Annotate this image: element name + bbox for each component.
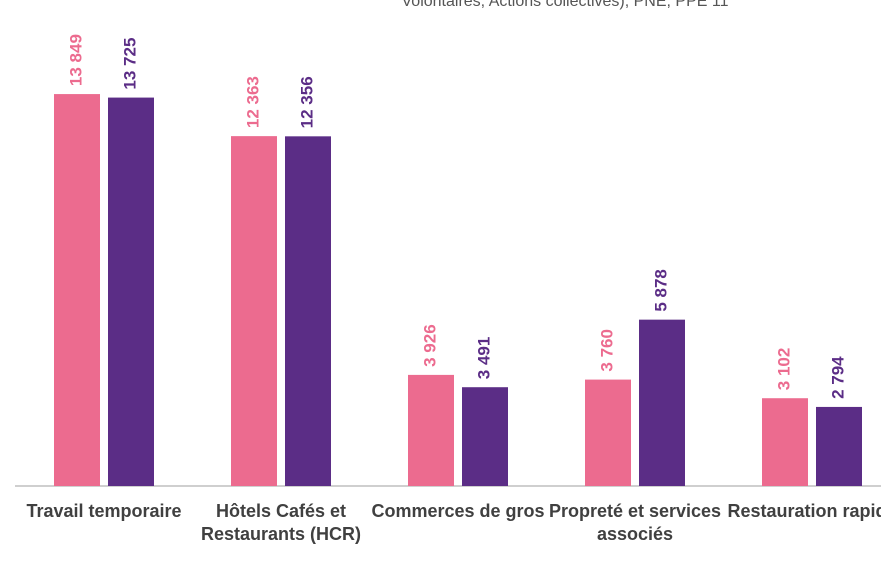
- value-label: 13 725: [120, 38, 139, 90]
- value-label: 5 878: [651, 269, 670, 312]
- value-label: 2 794: [828, 356, 847, 399]
- bar: [639, 319, 685, 486]
- bar: [231, 136, 277, 486]
- bar: [762, 398, 808, 486]
- x-tick-label: Travail temporaire: [26, 501, 182, 521]
- value-label: 3 926: [420, 324, 439, 367]
- value-label: 12 363: [243, 76, 262, 128]
- value-label: 3 491: [474, 337, 493, 380]
- value-label: 3 102: [774, 348, 793, 391]
- x-tick-label: Commerces de gros: [371, 501, 545, 521]
- bar: [816, 406, 862, 486]
- bar: [408, 374, 454, 486]
- value-label: 13 849: [66, 34, 85, 86]
- x-tick-label: Propreté et services associés: [548, 501, 722, 544]
- bar: [585, 379, 631, 486]
- bar: [54, 94, 100, 486]
- subtitle: Volontaires, Actions collectives), PNE, …: [402, 0, 729, 10]
- value-label: 12 356: [297, 76, 316, 128]
- value-label: 3 760: [597, 329, 616, 372]
- x-tick-label: Restauration rapide: [727, 501, 881, 521]
- bar: [285, 136, 331, 486]
- bar: [108, 97, 154, 487]
- x-tick-label: Hôtels Cafés et Restaurants (HCR): [200, 501, 362, 544]
- bar: [462, 387, 508, 486]
